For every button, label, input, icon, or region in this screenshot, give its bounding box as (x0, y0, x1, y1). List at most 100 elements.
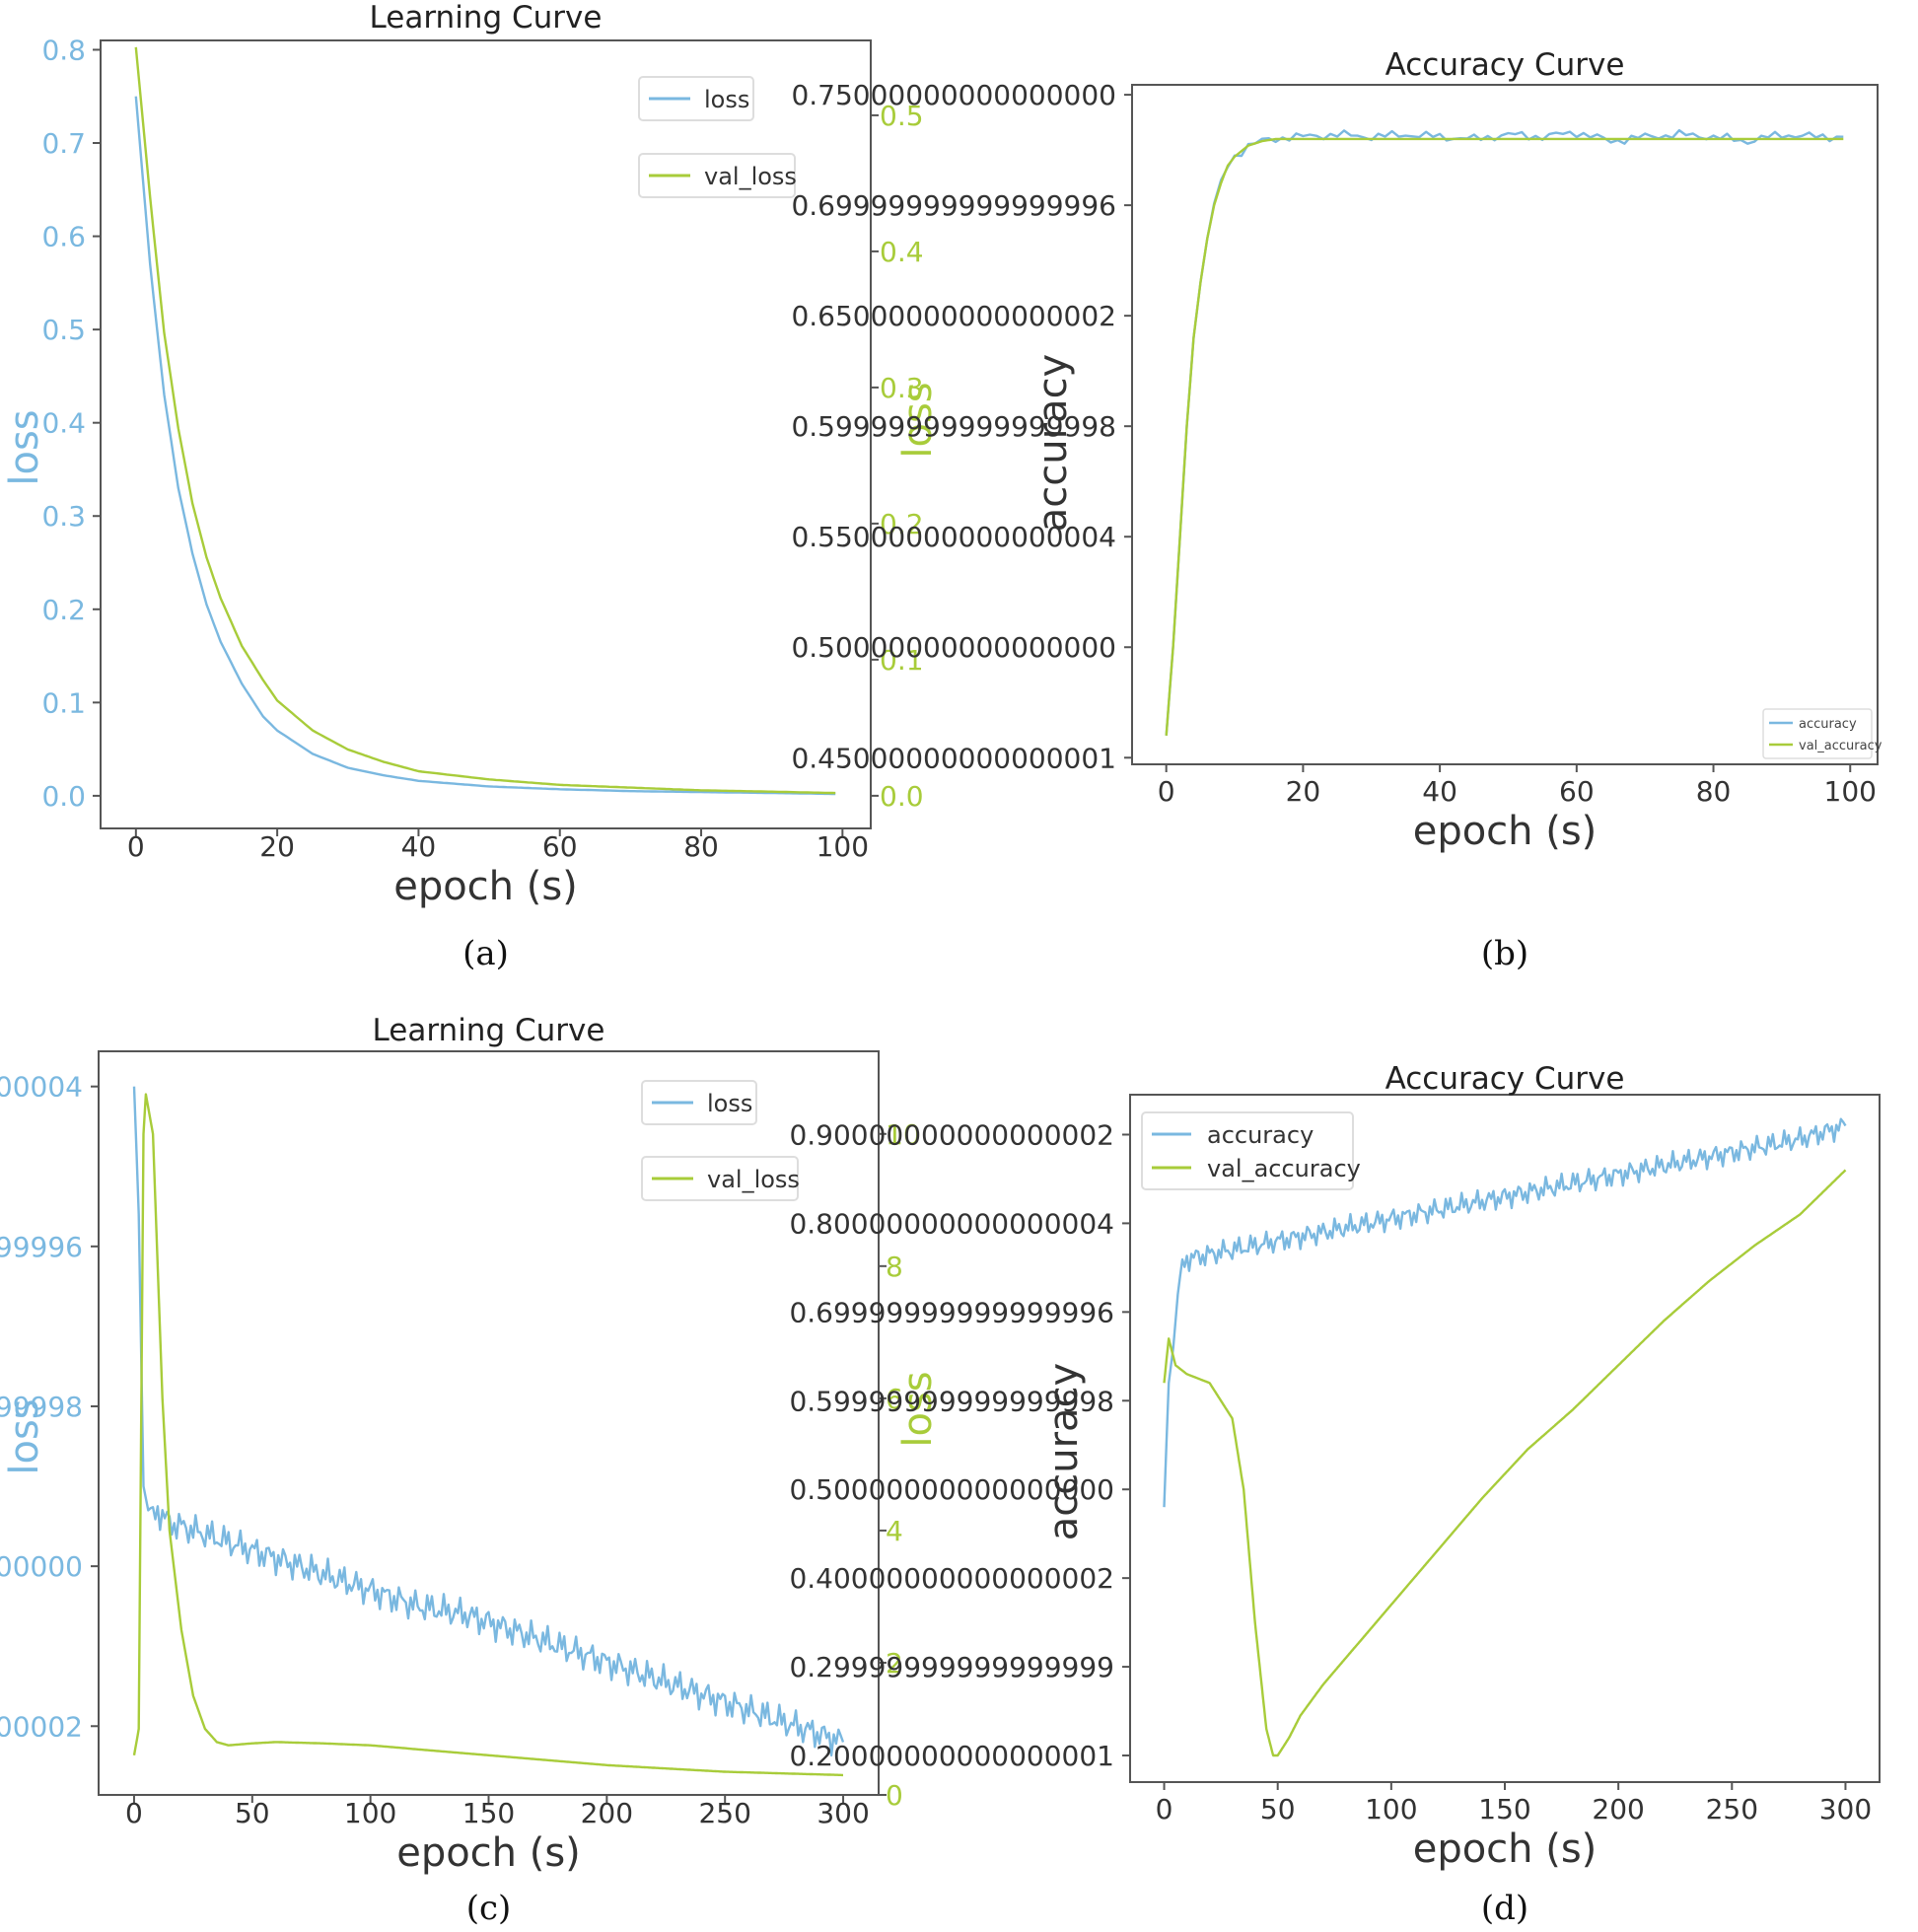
y-tick-label: 0.90000000000000002 (789, 1118, 1114, 1151)
chart-title: Accuracy Curve (1385, 47, 1625, 83)
legend-box: accuracy val_accuracy (1762, 708, 1882, 759)
x-tick-label: 150 (1478, 1793, 1530, 1825)
y-right-tick-label: 4 (886, 1515, 903, 1547)
legend-box: val_loss (641, 1156, 800, 1201)
y-right-tick-label: 2 (886, 1647, 903, 1680)
x-axis-label: epoch (s) (393, 864, 578, 909)
y-right-axis-label: loss (895, 382, 941, 458)
legend-label: accuracy (1207, 1121, 1314, 1149)
y-right-tick-label: 0.1 (880, 644, 924, 677)
x-tick-label: 200 (581, 1797, 633, 1829)
x-tick-label: 80 (1696, 775, 1732, 808)
subfigure-caption: (d) (1481, 1889, 1528, 1928)
chart-a: Learning Curve 0 20 40 60 80 100 epoch (s) 0.0 0.… (2, 0, 941, 909)
legend-label: val_accuracy (1207, 1155, 1361, 1182)
y-tick-label: 0.5 (41, 314, 86, 346)
y-tick-label: 0.50000000000000000 (0, 1550, 83, 1583)
y-right-axis-label: loss (895, 1371, 941, 1447)
y-tick-label: 0.65000000000000002 (791, 300, 1116, 332)
chart-title: Learning Curve (370, 0, 603, 36)
x-tick-label: 250 (1706, 1793, 1758, 1825)
legend-label: accuracy (1799, 717, 1857, 732)
y-tick-label: 0.45000000000000001 (791, 742, 1116, 774)
legend-label: loss (707, 1090, 752, 1117)
legend-frame (638, 153, 796, 198)
legend-frame (1762, 708, 1873, 759)
y-tick-label: 0.20000000000000001 (789, 1740, 1114, 1772)
chart-title: Learning Curve (373, 1013, 605, 1048)
series-line-accuracy (1163, 1117, 1847, 1508)
subfigure-caption: (c) (466, 1889, 512, 1928)
x-tick-label: 40 (401, 830, 437, 863)
y-right-tick-label: 8 (886, 1251, 903, 1283)
legend-frame (641, 1156, 799, 1201)
legend-frame (638, 76, 754, 121)
plot-frame (1131, 84, 1879, 765)
subfigure-caption: (b) (1481, 934, 1528, 973)
x-tick-label: 100 (344, 1797, 396, 1829)
y-tick-label: 0.69999999999999996 (0, 1231, 83, 1263)
y-right-tick-label: 0.0 (880, 780, 924, 813)
x-tick-label: 0 (1158, 775, 1175, 808)
x-tick-label: 80 (683, 830, 719, 863)
y-tick-label: 0.0 (41, 780, 86, 813)
y-tick-label: 0.40000000000000002 (789, 1562, 1114, 1595)
y-tick-label: 0.7 (41, 127, 86, 160)
legend-box: loss (638, 76, 754, 121)
x-tick-label: 0 (1156, 1793, 1173, 1825)
plot-frame (100, 39, 872, 829)
series-line-loss (132, 1086, 845, 1757)
y-right-tick-label: 0.4 (880, 236, 924, 268)
y-tick-label: 0.80000000000000004 (0, 1071, 83, 1104)
y-tick-label: 0.55000000000000004 (791, 521, 1116, 553)
y-tick-label: 0.75000000000000000 (791, 79, 1116, 111)
x-tick-label: 40 (1422, 775, 1457, 808)
legend-frame (641, 1080, 757, 1125)
subfigure-caption: (a) (462, 934, 509, 973)
x-tick-label: 50 (235, 1797, 270, 1829)
x-tick-label: 100 (1824, 775, 1877, 808)
legend-frame (1141, 1111, 1354, 1190)
x-tick-label: 0 (125, 1797, 143, 1829)
x-tick-label: 150 (462, 1797, 515, 1829)
x-tick-label: 200 (1592, 1793, 1644, 1825)
legend-label: val_loss (707, 1166, 800, 1193)
x-tick-label: 60 (1559, 775, 1595, 808)
series-line-val_accuracy (1165, 137, 1844, 736)
y-right-tick-label: 0.5 (880, 100, 924, 132)
x-tick-label: 20 (1286, 775, 1321, 808)
y-tick-label: 0.59999999999999998 (789, 1385, 1114, 1417)
y-axis-label: loss (2, 1398, 47, 1474)
legend-label: loss (704, 86, 749, 113)
legend-label: val_loss (704, 163, 797, 190)
chart-b: Accuracy Curve 0 20 40 60 80 100 epoch (s) 0.450… (791, 47, 1882, 854)
chart-title: Accuracy Curve (1385, 1061, 1625, 1097)
x-tick-label: 0 (127, 830, 145, 863)
series-line-val_loss (132, 1093, 843, 1777)
y-right-tick-label: 0.2 (880, 508, 924, 540)
legend-box: val_loss (638, 153, 797, 198)
x-axis-label: epoch (s) (396, 1830, 581, 1876)
y-axis-label: accuracy (1030, 354, 1076, 532)
y-axis-label: loss (2, 409, 47, 485)
y-tick-label: 0.80000000000000004 (789, 1207, 1114, 1240)
series-line-val_loss (134, 46, 836, 795)
x-tick-label: 300 (1819, 1793, 1872, 1825)
y-tick-label: 0.69999999999999996 (789, 1296, 1114, 1328)
y-tick-label: 0.4 (41, 407, 86, 440)
x-tick-label: 60 (542, 830, 578, 863)
y-tick-label: 0.59999999999999998 (791, 410, 1116, 443)
y-tick-label: 0.3 (41, 500, 86, 533)
y-tick-label: 0.40000000000000002 (0, 1710, 83, 1743)
plot-frame (1129, 1094, 1881, 1783)
y-tick-label: 0.6 (41, 221, 86, 253)
y-tick-label: 0.1 (41, 686, 86, 719)
x-tick-label: 100 (1365, 1793, 1417, 1825)
x-tick-label: 20 (259, 830, 295, 863)
y-right-tick-label: 0 (886, 1779, 903, 1812)
legend-box: loss (641, 1080, 757, 1125)
y-right-tick-label: 10 (886, 1118, 921, 1151)
